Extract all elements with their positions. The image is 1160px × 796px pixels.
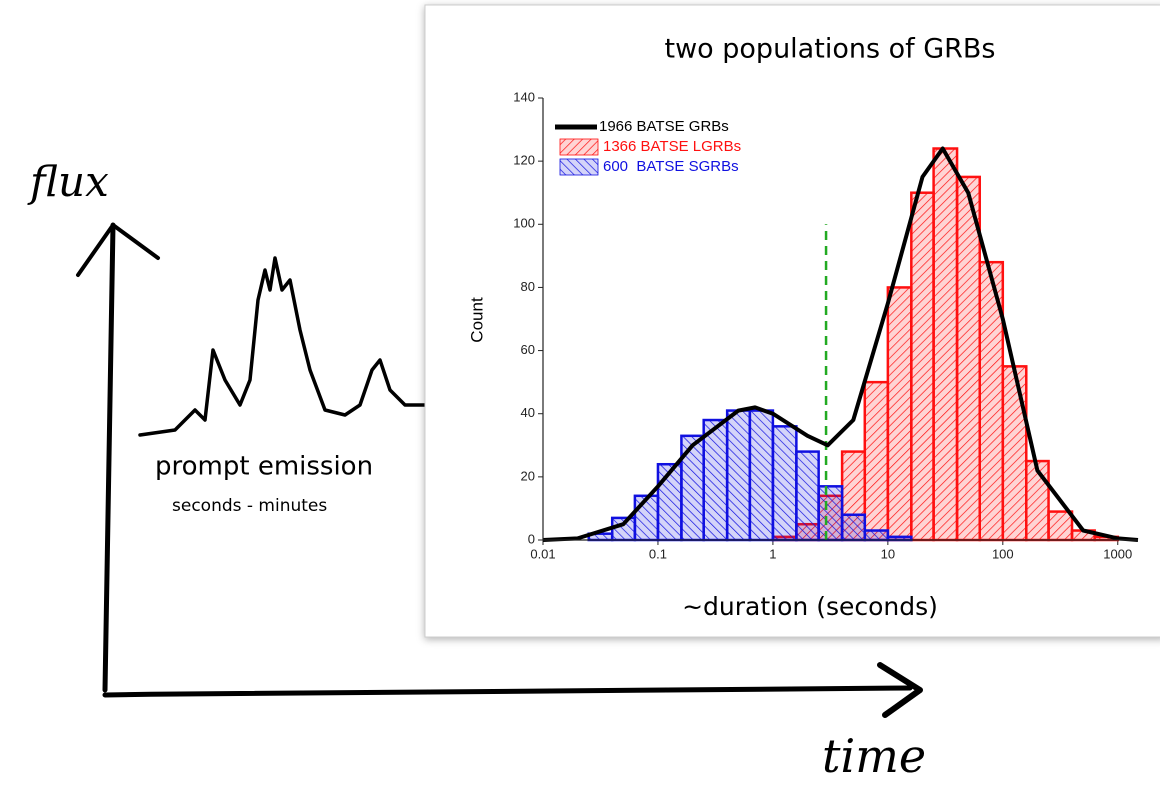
legend-label: 600 BATSE SGRBs <box>603 158 739 175</box>
fit-curve <box>542 146 1139 542</box>
histogram-bar <box>1001 365 1028 542</box>
histogram-bar <box>702 418 729 542</box>
y-tick-label: 100 <box>513 216 535 231</box>
histogram-bar <box>910 191 935 542</box>
x-tick-label: 0.1 <box>649 546 667 561</box>
legend-swatch <box>559 158 599 176</box>
x-tick-label: 0.01 <box>530 546 555 561</box>
histogram-bar <box>680 434 705 542</box>
phase-label: prompt emission <box>155 452 373 482</box>
histogram-bar <box>771 425 798 542</box>
time-arrowhead <box>877 662 923 718</box>
sketch: flux time prompt emission seconds - minu… <box>27 157 926 783</box>
y-tick-label: 20 <box>521 468 535 483</box>
flux-label: flux <box>27 157 109 206</box>
x-tick-label: 100 <box>992 546 1014 561</box>
prompt-curve <box>138 256 427 437</box>
y-tick-label: 40 <box>521 405 535 420</box>
chart-title: two populations of GRBs <box>665 34 996 65</box>
y-tick-label: 0 <box>528 531 535 546</box>
histogram-bar <box>840 513 867 542</box>
time-label: time <box>822 729 926 783</box>
histogram-bar <box>633 494 660 542</box>
legend-label: 1366 BATSE LGRBs <box>603 138 741 155</box>
histogram-bar <box>955 175 981 542</box>
y-tick-label: 120 <box>513 153 535 168</box>
chart-panel <box>424 4 1160 638</box>
legend-swatch <box>559 138 599 156</box>
time-axis <box>102 685 913 698</box>
x-tick-label: 10 <box>881 546 895 561</box>
x-tick-label: 1000 <box>1103 546 1132 561</box>
y-tick-label: 80 <box>521 279 535 294</box>
histogram-bar <box>656 462 683 542</box>
histogram-bar <box>748 409 775 542</box>
histogram-bar <box>863 380 890 542</box>
y-tick-label: 60 <box>521 342 535 357</box>
histogram-bar <box>863 529 890 542</box>
histogram-bar <box>817 485 844 542</box>
x-axis-label: ~duration (seconds) <box>682 592 938 621</box>
y-tick-label: 140 <box>513 89 535 104</box>
histogram-bar <box>1047 510 1074 542</box>
flux-arrowhead <box>76 223 160 277</box>
histogram-bar <box>886 286 913 542</box>
histogram-bar <box>795 450 820 542</box>
y-axis-label: Count <box>467 297 486 343</box>
histogram-bar <box>725 409 752 542</box>
legend-label: 1966 BATSE GRBs <box>599 118 729 135</box>
flux-axis <box>102 222 116 693</box>
x-tick-label: 1 <box>769 546 776 561</box>
duration-label: seconds - minutes <box>172 496 327 516</box>
histogram-bar <box>932 147 959 542</box>
